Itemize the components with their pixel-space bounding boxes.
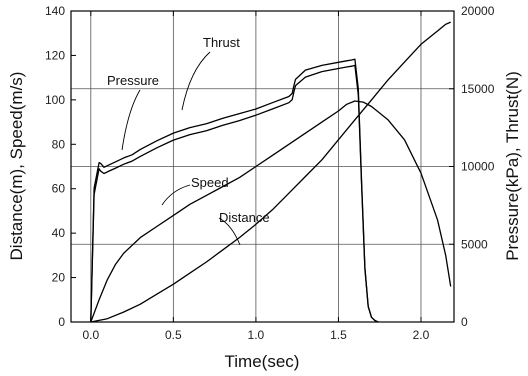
y-left-tick-label-0: 0 <box>58 315 65 329</box>
annotation-leaders <box>121 51 241 246</box>
tick-labels: 0.0 0.5 1.0 1.5 2.0 0 20 40 60 80 100 120 140 0 5000 10… <box>45 4 495 342</box>
y-left-tick-label-6: 120 <box>45 48 65 62</box>
y-left-axis-title: Distance(m), Speed(m/s) <box>7 72 26 261</box>
annotation-pressure: Pressure <box>107 73 159 88</box>
series-distance-line <box>90 21 451 323</box>
axis-ticks <box>71 10 454 323</box>
y-left-tick-label-5: 100 <box>45 93 65 107</box>
y-right-tick-label-1: 5000 <box>461 237 488 251</box>
series-thrust-line <box>90 58 379 323</box>
x-axis-title: Time(sec) <box>225 352 300 371</box>
grid-lines <box>71 11 454 322</box>
y-right-axis-title: Pressure(kPa), Thrust(N) <box>503 71 522 261</box>
y-right-tick-label-3: 15000 <box>461 82 495 96</box>
series-speed-line <box>90 100 452 323</box>
leader-speed <box>161 184 191 206</box>
annotation-speed: Speed <box>191 175 229 190</box>
annotation-distance: Distance <box>219 210 270 225</box>
y-right-tick-label-2: 10000 <box>461 160 495 174</box>
y-left-tick-label-7: 140 <box>45 4 65 18</box>
y-right-tick-label-4: 20000 <box>461 4 495 18</box>
x-tick-label-4: 2.0 <box>413 328 430 342</box>
series-pressure-line <box>90 64 379 323</box>
x-tick-label-0: 0.0 <box>82 328 99 342</box>
x-tick-label-3: 1.5 <box>330 328 347 342</box>
y-left-tick-label-3: 60 <box>52 182 66 196</box>
leader-pressure <box>121 89 141 151</box>
annotation-thrust: Thrust <box>203 35 240 50</box>
leader-distance <box>218 217 241 246</box>
y-left-tick-label-1: 20 <box>52 271 66 285</box>
data-curves <box>90 21 452 323</box>
y-left-tick-label-4: 80 <box>52 137 66 151</box>
y-right-tick-label-0: 0 <box>461 315 468 329</box>
x-tick-label-1: 0.5 <box>165 328 182 342</box>
y-left-tick-label-2: 40 <box>52 226 66 240</box>
leader-thrust <box>181 51 211 111</box>
x-tick-label-2: 1.0 <box>248 328 265 342</box>
